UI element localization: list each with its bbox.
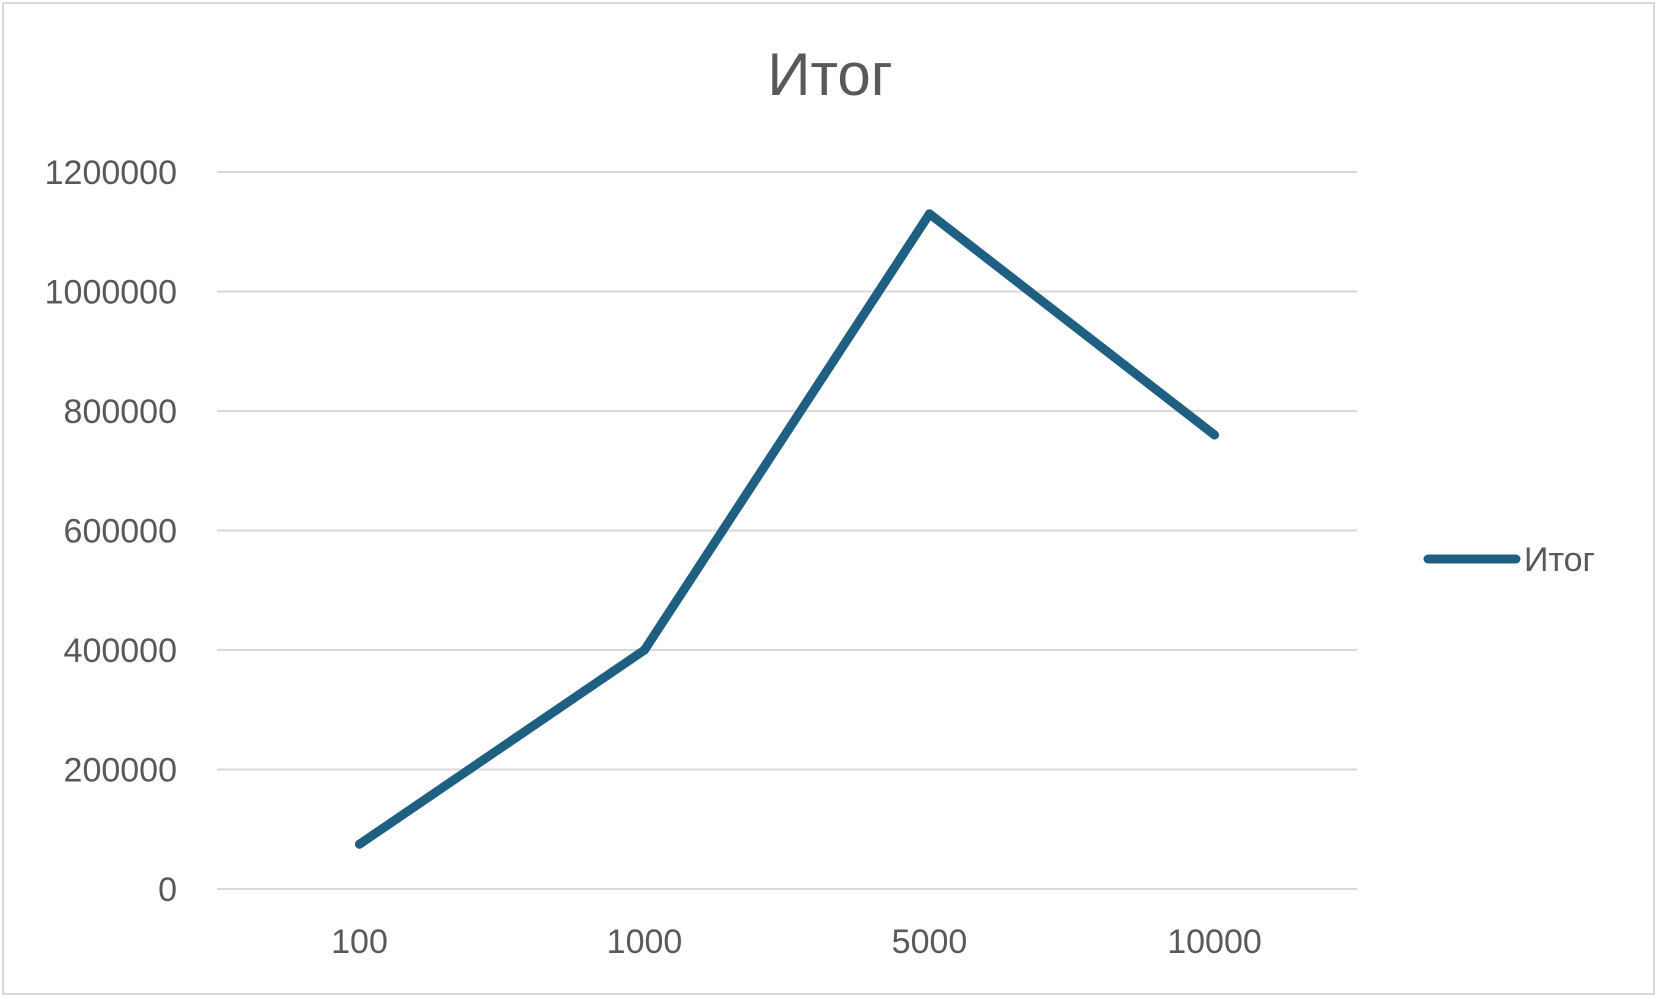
- data-point: [355, 839, 364, 849]
- series-layer: [355, 209, 1219, 849]
- data-point: [1210, 430, 1219, 440]
- legend-label: Итог: [1524, 541, 1595, 579]
- chart-title: Итог: [767, 41, 892, 108]
- y-tick-label: 0: [158, 871, 177, 909]
- y-axis-labels: 0 200000 400000 600000 800000 1000000 1200000: [45, 154, 177, 909]
- series-line: [355, 209, 1219, 849]
- data-point: [925, 209, 934, 219]
- x-tick-label: 1000: [607, 923, 683, 961]
- x-tick-label: 5000: [892, 923, 968, 961]
- legend: Итог: [1423, 541, 1595, 579]
- y-tick-label: 400000: [64, 632, 177, 670]
- y-tick-label: 200000: [64, 752, 177, 790]
- y-tick-label: 1200000: [45, 154, 177, 192]
- y-tick-label: 1000000: [45, 274, 177, 312]
- y-tick-label: 600000: [64, 513, 177, 551]
- data-point: [640, 645, 649, 655]
- gridlines: [217, 171, 1357, 890]
- x-tick-label: 10000: [1167, 923, 1262, 961]
- x-tick-label: 100: [331, 923, 388, 961]
- x-axis-labels: 100 1000 5000 10000: [331, 923, 1262, 961]
- y-tick-label: 800000: [64, 393, 177, 431]
